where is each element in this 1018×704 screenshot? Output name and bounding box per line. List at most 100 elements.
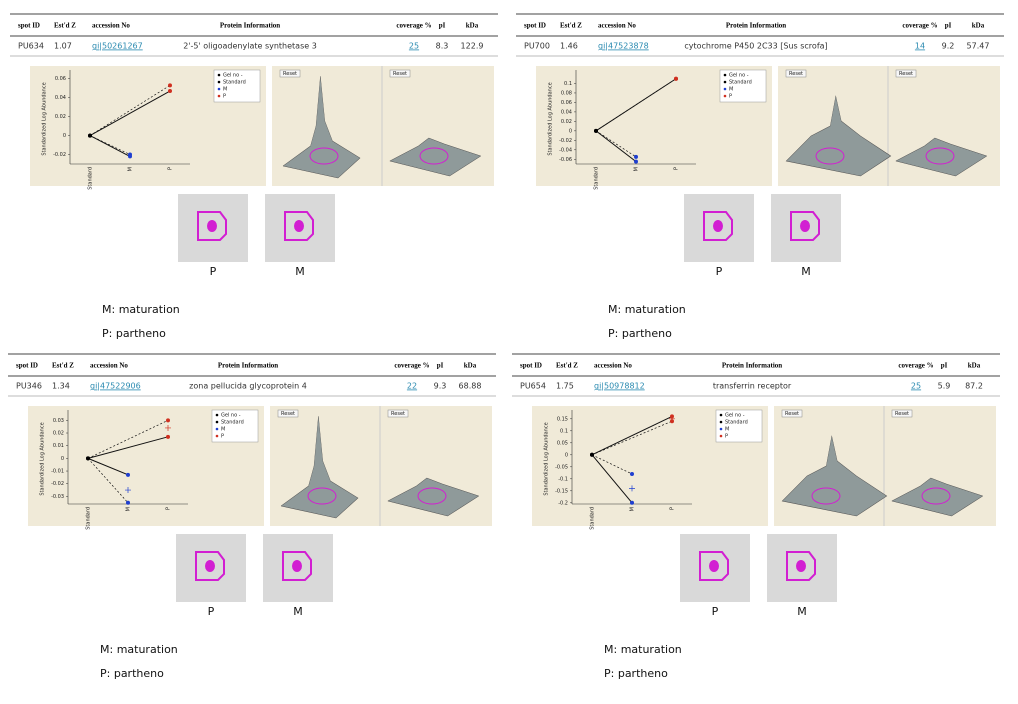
- y-tick-label: 0.1: [564, 81, 572, 87]
- legend-label: M: [223, 87, 227, 93]
- reset-label[interactable]: Reset: [899, 71, 913, 77]
- legend-label: M: [729, 87, 733, 93]
- surface-view: [781, 435, 888, 517]
- y-tick-label: 0.02: [561, 119, 572, 125]
- legend-box: [213, 69, 261, 103]
- note: P: partheno: [608, 327, 672, 340]
- panel: spot ID PU700 Est'd Z 1.46 accession No gi|47…: [516, 13, 1004, 340]
- column-header: pI: [437, 362, 444, 370]
- table-cell: 1.07: [54, 42, 72, 51]
- surface-view: [895, 137, 987, 177]
- spot-outline: [309, 147, 339, 165]
- reset-button[interactable]: [891, 409, 913, 418]
- column-header: Est'd Z: [52, 362, 74, 370]
- note: M: maturation: [604, 643, 682, 656]
- legend-label: Gel no -: [725, 413, 745, 419]
- table-cell: 5.9: [938, 382, 951, 391]
- reset-label[interactable]: Reset: [281, 411, 295, 417]
- series-segment: [89, 90, 171, 137]
- data-point: [128, 152, 132, 157]
- panel: spot ID PU346 Est'd Z 1.34 accession No gi|47…: [8, 353, 496, 680]
- column-header: spot ID: [520, 362, 542, 370]
- legend-dot: [723, 73, 727, 77]
- gel-label: M: [797, 605, 807, 618]
- spot-boundary: [197, 211, 227, 241]
- data-point: [630, 472, 634, 476]
- table-cell: cytochrome P450 2C33 [Sus scrofa]: [684, 42, 827, 51]
- y-tick-label: -0.1: [558, 476, 568, 482]
- x-tick-label: Standard: [594, 167, 600, 190]
- series-segment: [87, 436, 169, 459]
- reset-button[interactable]: [277, 409, 299, 418]
- spot-center: [207, 220, 217, 232]
- note: M: maturation: [100, 643, 178, 656]
- x-tick-label: M: [630, 507, 636, 511]
- legend-dot: [217, 94, 221, 98]
- reset-button[interactable]: [279, 69, 301, 78]
- cell-link[interactable]: gi|50261267: [92, 42, 143, 51]
- spot-outline: [921, 487, 951, 505]
- gel-label: P: [208, 605, 215, 618]
- cell-link[interactable]: 22: [407, 382, 417, 391]
- spot-boundary: [790, 211, 820, 241]
- y-tick-label: -0.01: [51, 469, 64, 475]
- table-cell: transferrin receptor: [713, 382, 792, 391]
- spot-outline: [811, 487, 841, 505]
- reset-label[interactable]: Reset: [789, 71, 803, 77]
- reset-label[interactable]: Reset: [283, 71, 297, 77]
- reset-label[interactable]: Reset: [393, 71, 407, 77]
- legend-label: Standard: [725, 420, 748, 426]
- series-segment: [87, 457, 129, 476]
- table-cell: 8.3: [436, 42, 449, 51]
- reset-button[interactable]: [785, 69, 807, 78]
- legend-box: [719, 69, 767, 103]
- x-tick-label: P: [674, 167, 680, 170]
- column-header: pI: [941, 362, 948, 370]
- y-tick-label: -0.02: [559, 138, 572, 144]
- legend-dot: [719, 420, 723, 424]
- gel-label: P: [210, 265, 217, 278]
- column-header: Protein Information: [220, 22, 280, 30]
- reset-button[interactable]: [389, 69, 411, 78]
- table-cell: 2'-5' oligoadenylate synthetase 3: [183, 42, 317, 51]
- series-segment: [591, 454, 633, 475]
- legend-dot: [719, 434, 723, 438]
- column-header: coverage %: [898, 362, 933, 370]
- spot-boundary: [284, 211, 314, 241]
- column-header: accession No: [594, 362, 632, 370]
- reset-label[interactable]: Reset: [785, 411, 799, 417]
- y-tick-label: -0.15: [555, 488, 568, 494]
- cell-link[interactable]: gi|47523878: [598, 42, 649, 51]
- reset-button[interactable]: [781, 409, 803, 418]
- cell-link[interactable]: 14: [915, 42, 925, 51]
- y-axis-label: Standardized Log Abundance: [40, 422, 46, 495]
- cell-link[interactable]: 25: [409, 42, 419, 51]
- y-tick-label: 0.04: [55, 95, 66, 101]
- cell-link[interactable]: 25: [911, 382, 921, 391]
- reset-label[interactable]: Reset: [895, 411, 909, 417]
- table-cell: 1.34: [52, 382, 70, 391]
- column-header: Protein Information: [726, 22, 786, 30]
- y-axis-label: Standardized Log Abundance: [544, 422, 550, 495]
- legend-label: Gel no -: [221, 413, 241, 419]
- column-header: Est'd Z: [556, 362, 578, 370]
- data-point: [634, 154, 638, 159]
- reset-button[interactable]: [895, 69, 917, 78]
- cell-link[interactable]: gi|50978812: [594, 382, 645, 391]
- table-cell: PU346: [16, 382, 42, 391]
- reset-button[interactable]: [387, 409, 409, 418]
- reset-label[interactable]: Reset: [391, 411, 405, 417]
- data-point: [88, 133, 92, 138]
- column-header: Est'd Z: [560, 22, 582, 30]
- gel-label: M: [293, 605, 303, 618]
- column-header: coverage %: [396, 22, 431, 30]
- y-tick-label: 0.08: [561, 90, 572, 96]
- cell-link[interactable]: gi|47522906: [90, 382, 141, 391]
- spot-outline: [417, 487, 447, 505]
- column-header: kDa: [464, 362, 477, 370]
- data-point: [594, 128, 598, 133]
- spot-center: [709, 560, 719, 572]
- legend-box: [211, 409, 259, 443]
- surface-view: [785, 95, 892, 177]
